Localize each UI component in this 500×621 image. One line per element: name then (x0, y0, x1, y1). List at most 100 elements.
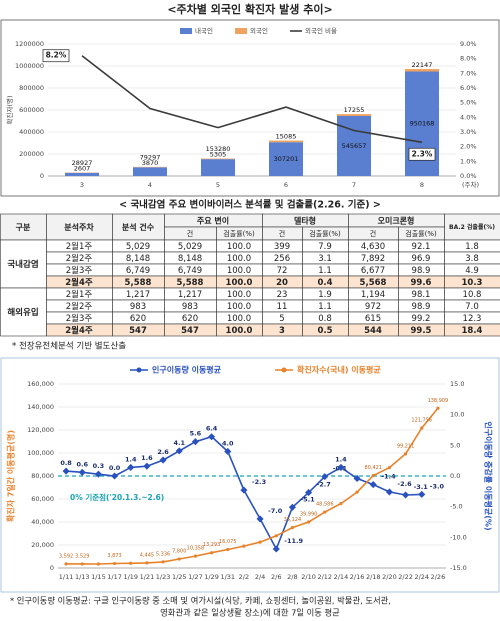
x-tick-label: 5 (216, 181, 220, 189)
x-tick-label: 1/21 (140, 573, 155, 581)
table-text: 7.9 (318, 242, 332, 252)
y-axis-label: 확진자(명) (5, 96, 14, 125)
data-label: 4.0 (222, 439, 234, 447)
table-text: 구분 (16, 223, 31, 232)
y2-tick-label: 1.0% (460, 157, 477, 165)
table-text: 620 (182, 314, 198, 324)
data-label: 1.4 (335, 455, 347, 463)
table-text: 5,588 (177, 278, 204, 288)
y-tick-label: 400000 (19, 128, 44, 136)
x-tick-label: 7 (352, 181, 356, 189)
x-tick-label: 2/2 (239, 573, 249, 581)
footnote: 영화관과 같은 일상생활 장소)에 대한 7일 이동 평균 (160, 608, 340, 618)
table-text: 0.5 (317, 326, 332, 336)
table-text: 6,749 (178, 266, 202, 276)
marker (339, 502, 342, 505)
legend-label: 외국인 비율 (305, 26, 337, 35)
table-text: 399 (274, 242, 290, 252)
x-tick-label: 2/20 (382, 573, 397, 581)
marker (81, 562, 84, 565)
y-tick-label: 0 (40, 172, 44, 180)
table-text: 8,148 (126, 254, 150, 264)
marker (388, 466, 391, 469)
y2-tick-label: -15.0 (450, 564, 467, 572)
table-text: 2월1주 (66, 289, 93, 300)
x-tick-label: 2/14 (334, 573, 349, 581)
x-tick-label: 6 (284, 181, 288, 189)
table-text: 건 (187, 229, 193, 238)
x-tick-label: 1/31 (220, 573, 235, 581)
table-text: 5 (279, 314, 284, 324)
table-text: 1.9 (318, 290, 332, 300)
bar (405, 69, 439, 71)
table-text: 2월4주 (65, 325, 93, 336)
x-tick-label: 2/22 (398, 573, 413, 581)
marker (436, 407, 439, 410)
bar (65, 173, 99, 176)
data-label: 10,358 (187, 546, 205, 552)
table-text: 100.0 (227, 290, 251, 300)
table-text: 분석주차 (64, 222, 94, 232)
x-tick-label: 2/12 (317, 573, 332, 581)
y-tick-label: 1000000 (15, 62, 44, 70)
y2-tick-label: 8.0% (460, 55, 477, 63)
data-label: -3.1 (414, 483, 429, 491)
y-tick-label: 600000 (19, 106, 44, 114)
x-tick-label: 8 (420, 181, 424, 189)
table-text: 8,148 (178, 254, 202, 264)
bar (201, 159, 235, 160)
data-label: 3870 (142, 159, 159, 167)
data-label: -11.9 (284, 537, 303, 545)
y2-tick-label: 15.0 (450, 380, 464, 388)
table-text: 검출률(%) (309, 229, 341, 238)
y-tick-label: 20,000 (31, 541, 54, 549)
table-text: 1.1 (318, 266, 332, 276)
data-label: 950168 (410, 120, 435, 128)
data-label: 121,756 (411, 417, 432, 423)
marker (258, 541, 261, 544)
table-text: 10.3 (462, 278, 483, 288)
table-text: 5,568 (360, 278, 387, 288)
data-label: 0.6 (76, 460, 88, 468)
legend-label: 외국인 (250, 26, 268, 35)
table-text: 12.3 (463, 314, 482, 324)
y-tick-label: 200000 (19, 150, 44, 158)
x-tick-label: 3 (80, 181, 84, 189)
marker (291, 526, 294, 529)
marker (161, 560, 164, 563)
data-label: -7.0 (268, 507, 283, 515)
legend-swatch (180, 28, 192, 34)
table-text: 1,217 (178, 290, 202, 300)
table-text: 0.8 (318, 314, 332, 324)
y-tick-label: 80,000 (31, 472, 54, 480)
marker (307, 520, 310, 523)
x-tick-label: 2/6 (271, 573, 281, 581)
y-tick-label: 40,000 (31, 518, 54, 526)
table-text: 7,892 (361, 254, 385, 264)
table-text: 92.1 (412, 242, 431, 252)
x-tick-label: 4 (148, 181, 152, 189)
table-text: 0.4 (317, 278, 332, 288)
data-label: 2.6 (157, 448, 169, 456)
x-tick-label: 2/26 (431, 573, 446, 581)
data-label: 99,211 (397, 443, 415, 449)
x-tick-label: 1/25 (172, 573, 187, 581)
data-label: 0.0 (109, 464, 121, 472)
table-text: 1.8 (465, 242, 479, 252)
table-text: 2월3주 (66, 313, 93, 324)
marker (275, 534, 278, 537)
legend-swatch (282, 368, 287, 373)
bar (269, 141, 303, 143)
x-tick-label: 2/18 (366, 573, 381, 581)
y2-tick-label: 5.0% (460, 99, 477, 107)
y-tick-label: 1200000 (15, 40, 44, 48)
data-label: 3,592 (59, 553, 73, 559)
x-tick-label: 1/27 (188, 573, 203, 581)
y-tick-label: 0 (50, 564, 54, 572)
y-tick-label: 60,000 (31, 495, 54, 503)
legend-label: 인구이동량 이동평균 (152, 365, 222, 375)
x-tick-label: 1/15 (91, 573, 106, 581)
table-text: 2월4주 (65, 277, 93, 288)
marker (372, 474, 375, 477)
